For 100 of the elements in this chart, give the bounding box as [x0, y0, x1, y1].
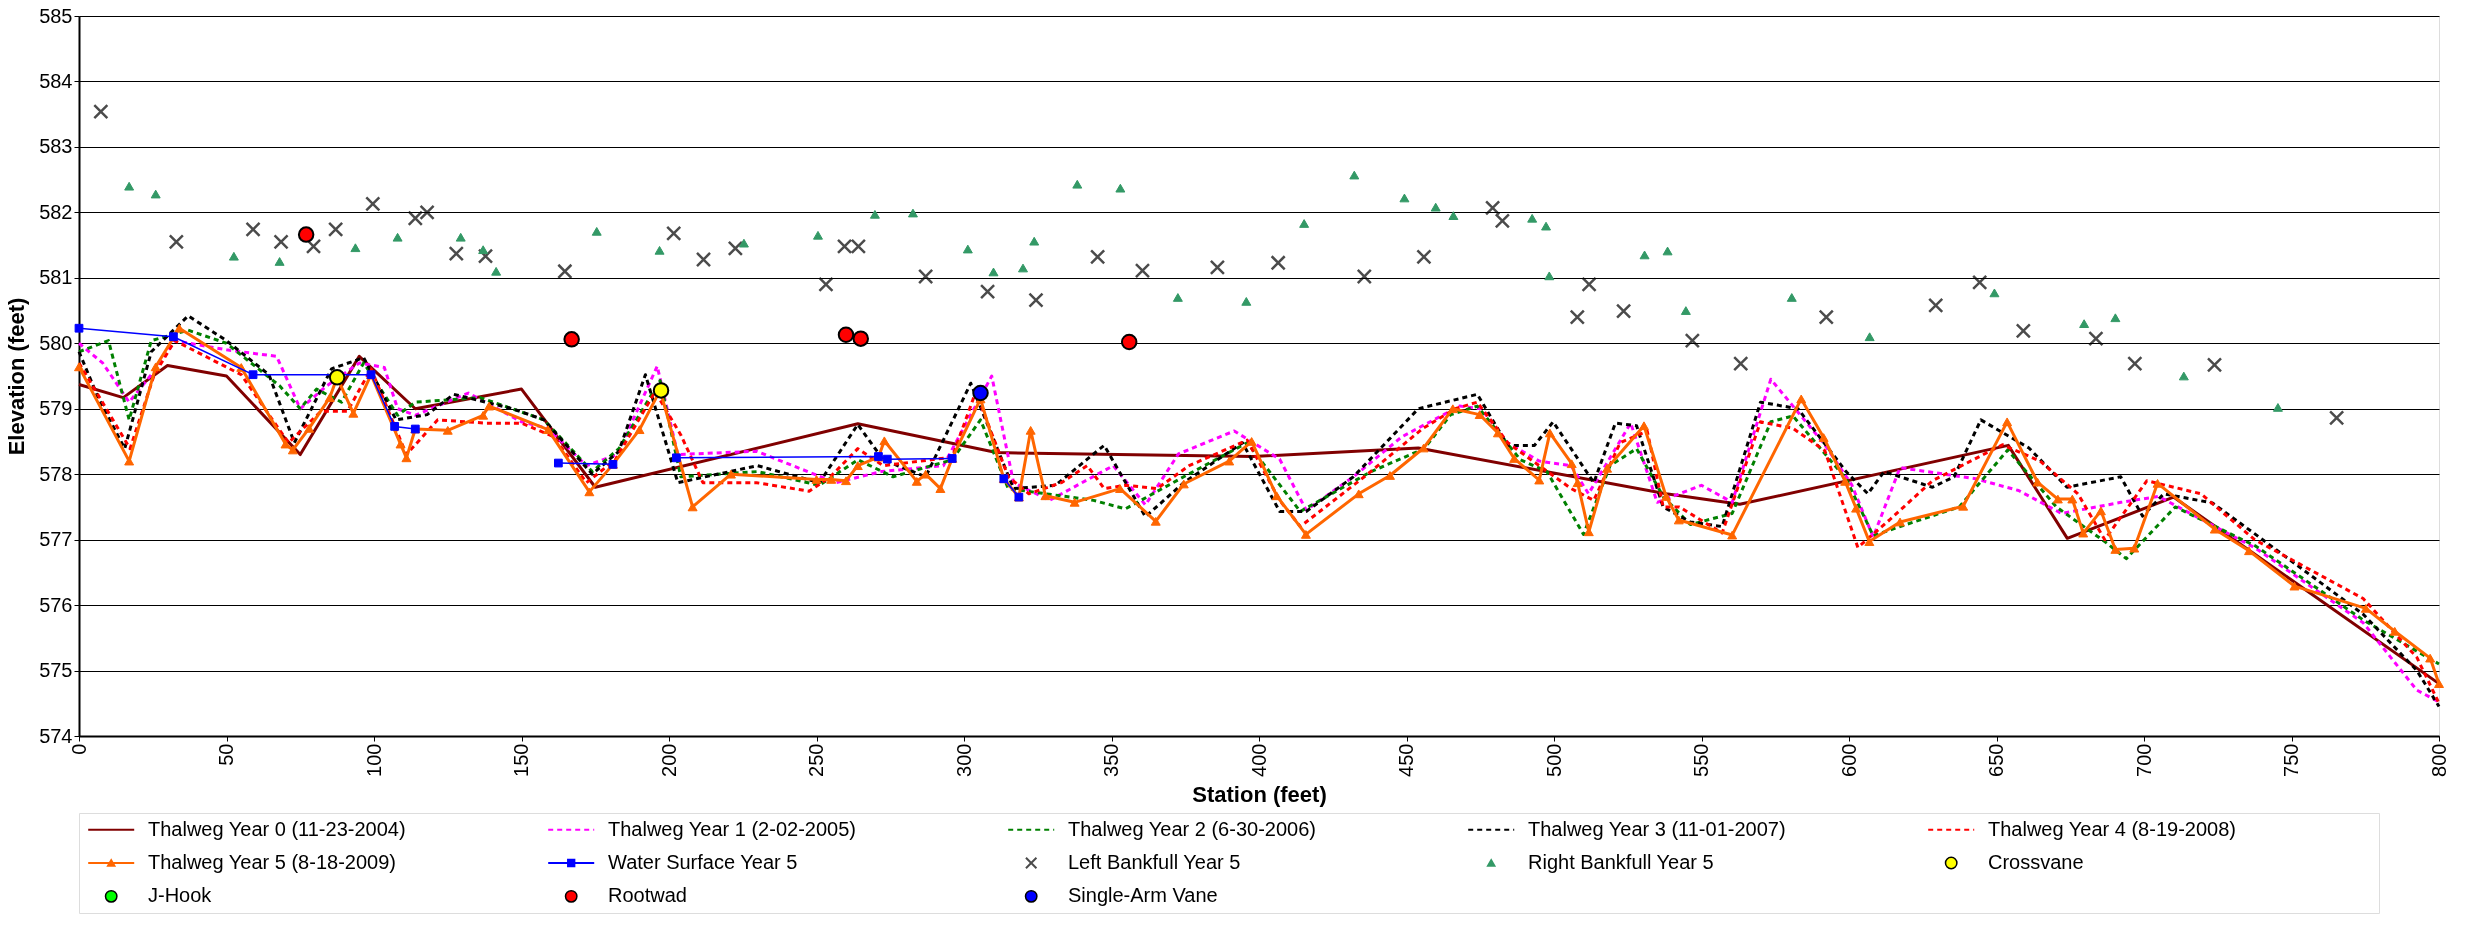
point — [274, 257, 285, 266]
point — [591, 226, 602, 236]
point — [1089, 249, 1106, 265]
point — [818, 276, 834, 293]
point — [813, 230, 823, 240]
x-tick-label: 100 — [362, 743, 385, 777]
x-tick-label: 200 — [657, 743, 680, 777]
legend-label: Rootwad — [608, 884, 687, 907]
x-tick-label: 550 — [1690, 743, 1712, 777]
point — [1615, 303, 1632, 319]
point — [477, 248, 494, 264]
point — [1270, 254, 1286, 271]
y-tick-label: 584 — [39, 69, 73, 92]
point — [1541, 221, 1552, 231]
point — [1120, 333, 1138, 351]
legend-label: Thalweg Year 4 (8-19-2008) — [1988, 817, 2236, 840]
x-tick-label: 300 — [952, 743, 975, 777]
point — [557, 263, 573, 280]
x-tick-label: 350 — [1100, 743, 1122, 777]
point — [837, 326, 855, 343]
x-tick-label: 600 — [1837, 743, 1860, 777]
point — [727, 240, 744, 257]
point — [392, 232, 403, 242]
x-tick-label: 650 — [1985, 743, 2007, 777]
point — [1416, 249, 1432, 265]
point — [672, 453, 681, 463]
point — [1494, 213, 1511, 229]
point — [1028, 292, 1044, 308]
point — [169, 332, 178, 342]
y-tick-label: 578 — [39, 462, 73, 485]
point — [1527, 213, 1538, 223]
point — [297, 226, 315, 243]
y-tick-label: 580 — [39, 331, 73, 354]
x-tick-label: 400 — [1247, 743, 1270, 777]
point — [150, 189, 161, 199]
x-tick-label: 750 — [2280, 743, 2302, 777]
point — [455, 232, 466, 242]
point — [327, 221, 344, 238]
point — [228, 251, 239, 261]
point — [248, 370, 258, 380]
point — [245, 221, 261, 238]
x-tick-label: 150 — [510, 743, 532, 777]
point — [1241, 297, 1252, 306]
point — [1680, 306, 1691, 315]
point — [2328, 410, 2345, 426]
x-axis-title: Station (feet) — [1192, 781, 1327, 807]
y-tick-label: 582 — [39, 200, 73, 223]
point — [1732, 355, 1749, 372]
point — [1569, 309, 1586, 325]
point — [882, 454, 892, 464]
y-tick-label: 576 — [39, 593, 73, 616]
point — [328, 369, 346, 386]
point — [407, 210, 424, 227]
point — [972, 384, 989, 402]
y-tick-label: 585 — [39, 4, 73, 27]
x-tick-label: 50 — [215, 743, 237, 766]
point — [124, 181, 135, 191]
y-axis-title: Elevation (feet) — [4, 297, 30, 456]
point — [1209, 259, 1226, 276]
point — [2088, 330, 2104, 347]
point — [448, 245, 465, 262]
point — [2206, 357, 2223, 373]
point — [738, 238, 749, 248]
point — [1927, 297, 1944, 314]
point — [478, 245, 489, 255]
point — [1484, 200, 1501, 216]
point — [979, 283, 996, 300]
point — [1544, 271, 1555, 281]
point — [390, 422, 400, 431]
legend-label: Thalweg Year 1 (2-02-2005) — [608, 817, 856, 840]
point — [273, 234, 289, 250]
point — [869, 209, 880, 219]
point — [554, 458, 563, 468]
point — [1864, 332, 1875, 342]
legend-label: Thalweg Year 5 (8-18-2009) — [148, 851, 396, 873]
point — [1581, 276, 1597, 293]
point — [74, 323, 84, 333]
point — [917, 268, 934, 285]
legend-label: Water Surface Year 5 — [608, 851, 798, 873]
point — [168, 234, 185, 250]
point — [1115, 183, 1126, 193]
y-tick-label: 581 — [39, 266, 73, 289]
legend-label: Right Bankfull Year 5 — [1528, 851, 1714, 873]
point — [93, 103, 109, 120]
y-tick-label: 579 — [39, 397, 73, 420]
point — [1134, 262, 1151, 279]
point — [1786, 293, 1797, 302]
point — [2015, 323, 2032, 339]
x-tick-label: 450 — [1395, 743, 1417, 777]
point — [305, 238, 322, 255]
point — [1018, 263, 1028, 273]
point — [907, 208, 918, 218]
point — [2079, 319, 2090, 329]
point — [2110, 313, 2121, 323]
point — [1430, 202, 1441, 212]
point — [350, 243, 361, 253]
point — [419, 204, 435, 221]
point — [1072, 179, 1083, 189]
point — [1448, 211, 1459, 221]
y-tick-label: 575 — [39, 659, 73, 682]
